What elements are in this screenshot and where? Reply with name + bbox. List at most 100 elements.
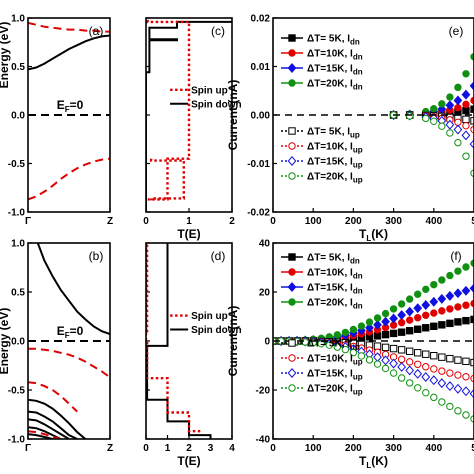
y-axis-label-f: Current (nA) <box>226 306 240 377</box>
data-point <box>422 388 430 397</box>
data-point <box>397 318 406 327</box>
data-point <box>381 316 390 327</box>
series-line-b-3 <box>28 398 87 439</box>
x-tick-label: 5 <box>471 443 474 454</box>
legend-label-spin-up: Spin up <box>191 85 228 96</box>
legend-label: ΔT= 5K, Idn <box>307 34 360 47</box>
y-axis-label-b: Energy (eV) <box>0 308 11 375</box>
data-point <box>454 83 462 92</box>
x-tick-label: 100 <box>305 443 322 454</box>
x-tick-label: Γ <box>25 216 31 227</box>
data-point <box>446 129 454 137</box>
legend-marker <box>288 253 296 261</box>
legend-marker <box>287 156 297 166</box>
panel-b: Γ Z -1.0 -0.5 0.0 0.5 1.0 (b) EF=0 Energy (eV) <box>0 239 113 455</box>
x-tick-label: 300 <box>385 443 402 454</box>
data-point <box>333 331 342 339</box>
legend-marker <box>288 49 296 57</box>
x-tick-label: Z <box>107 443 113 454</box>
x-tick-label: 0 <box>143 216 149 227</box>
legend-marker <box>288 34 296 42</box>
data-point <box>469 139 474 150</box>
plot-frame-a <box>27 17 111 213</box>
fermi-level-label: EF=0 <box>57 324 84 340</box>
data-point <box>381 355 390 366</box>
data-point <box>373 332 382 340</box>
data-point <box>365 318 374 326</box>
data-point <box>429 375 439 386</box>
data-point <box>349 348 358 357</box>
legend-label: ΔT=10K, Iup <box>307 142 363 155</box>
x-tick-label: 400 <box>425 443 442 454</box>
legend-marker <box>287 282 297 292</box>
series-line-d-0 <box>146 243 212 439</box>
data-point <box>414 360 422 368</box>
y-tick-label: 40 <box>259 239 271 250</box>
data-point <box>453 288 463 299</box>
data-point <box>453 383 463 394</box>
data-point <box>349 325 358 334</box>
legend-marker <box>288 127 296 135</box>
data-point <box>462 152 470 160</box>
data-point <box>462 373 470 381</box>
data-point <box>389 358 398 369</box>
data-point <box>397 355 406 364</box>
data-point <box>405 379 414 387</box>
y-tick-label: 1.0 <box>11 239 25 250</box>
x-tick-label: 1 <box>186 216 192 227</box>
y-tick-label: 0.0 <box>11 337 25 348</box>
panel-f: 0 100 200 300 400 5 -40 -20 0 20 40 (f) ΔT= 5K, Idn Δ… <box>226 239 474 470</box>
data-point <box>445 119 455 130</box>
data-point <box>445 100 455 111</box>
plot-frame-d <box>145 242 233 440</box>
legend-label-spin-down: Spin down <box>191 325 242 336</box>
data-point <box>462 357 470 366</box>
data-point <box>462 121 470 130</box>
data-point <box>454 303 462 311</box>
panel-label-d: (d) <box>211 249 226 263</box>
legend-label: ΔT=15K, Idn <box>307 64 363 77</box>
y-tick-label: -1.0 <box>8 208 26 219</box>
data-point <box>389 369 398 377</box>
data-point <box>462 411 470 419</box>
data-point <box>373 360 382 368</box>
y-axis-label-e: Current (nA) <box>226 80 240 151</box>
data-point <box>461 130 471 141</box>
data-point <box>413 368 423 379</box>
data-point <box>454 104 462 112</box>
legend-label: ΔT=20K, Iup <box>307 384 363 397</box>
data-point <box>422 324 430 332</box>
x-tick-label: 2 <box>229 216 235 227</box>
panel-e: 0 100 200 300 400 5 -0.02 -0.01 0.00 0.01 0.02 (e) Δ… <box>226 14 474 243</box>
x-tick-label: Z <box>107 216 113 227</box>
y-tick-label: 0.5 <box>11 62 25 73</box>
x-tick-label: 2 <box>186 443 192 454</box>
legend-marker <box>288 298 296 306</box>
series-line-b-2 <box>28 381 78 413</box>
data-point <box>462 70 470 78</box>
panel-label-a: (a) <box>89 24 104 38</box>
series-line-c-1 <box>146 19 191 201</box>
data-point <box>405 316 414 324</box>
series-line-b-1 <box>28 347 110 379</box>
data-point <box>429 296 439 307</box>
y-tick-label: 0.5 <box>11 288 25 299</box>
legend-marker <box>288 384 296 392</box>
data-point <box>389 305 398 313</box>
data-point <box>438 307 446 315</box>
legend-label-spin-down: Spin down <box>191 99 242 110</box>
data-point <box>381 309 390 318</box>
data-point <box>462 263 470 271</box>
x-tick-label: 3 <box>208 443 214 454</box>
data-point <box>422 114 430 123</box>
data-point <box>462 316 470 325</box>
y-tick-label: -40 <box>256 435 271 446</box>
x-tick-label: 0 <box>270 216 276 227</box>
data-point <box>397 374 406 382</box>
scatter-points-f <box>273 259 474 423</box>
x-tick-label: 1 <box>165 443 171 454</box>
data-point <box>438 353 446 361</box>
y-tick-label: -0.5 <box>8 386 26 397</box>
data-point <box>405 295 414 303</box>
